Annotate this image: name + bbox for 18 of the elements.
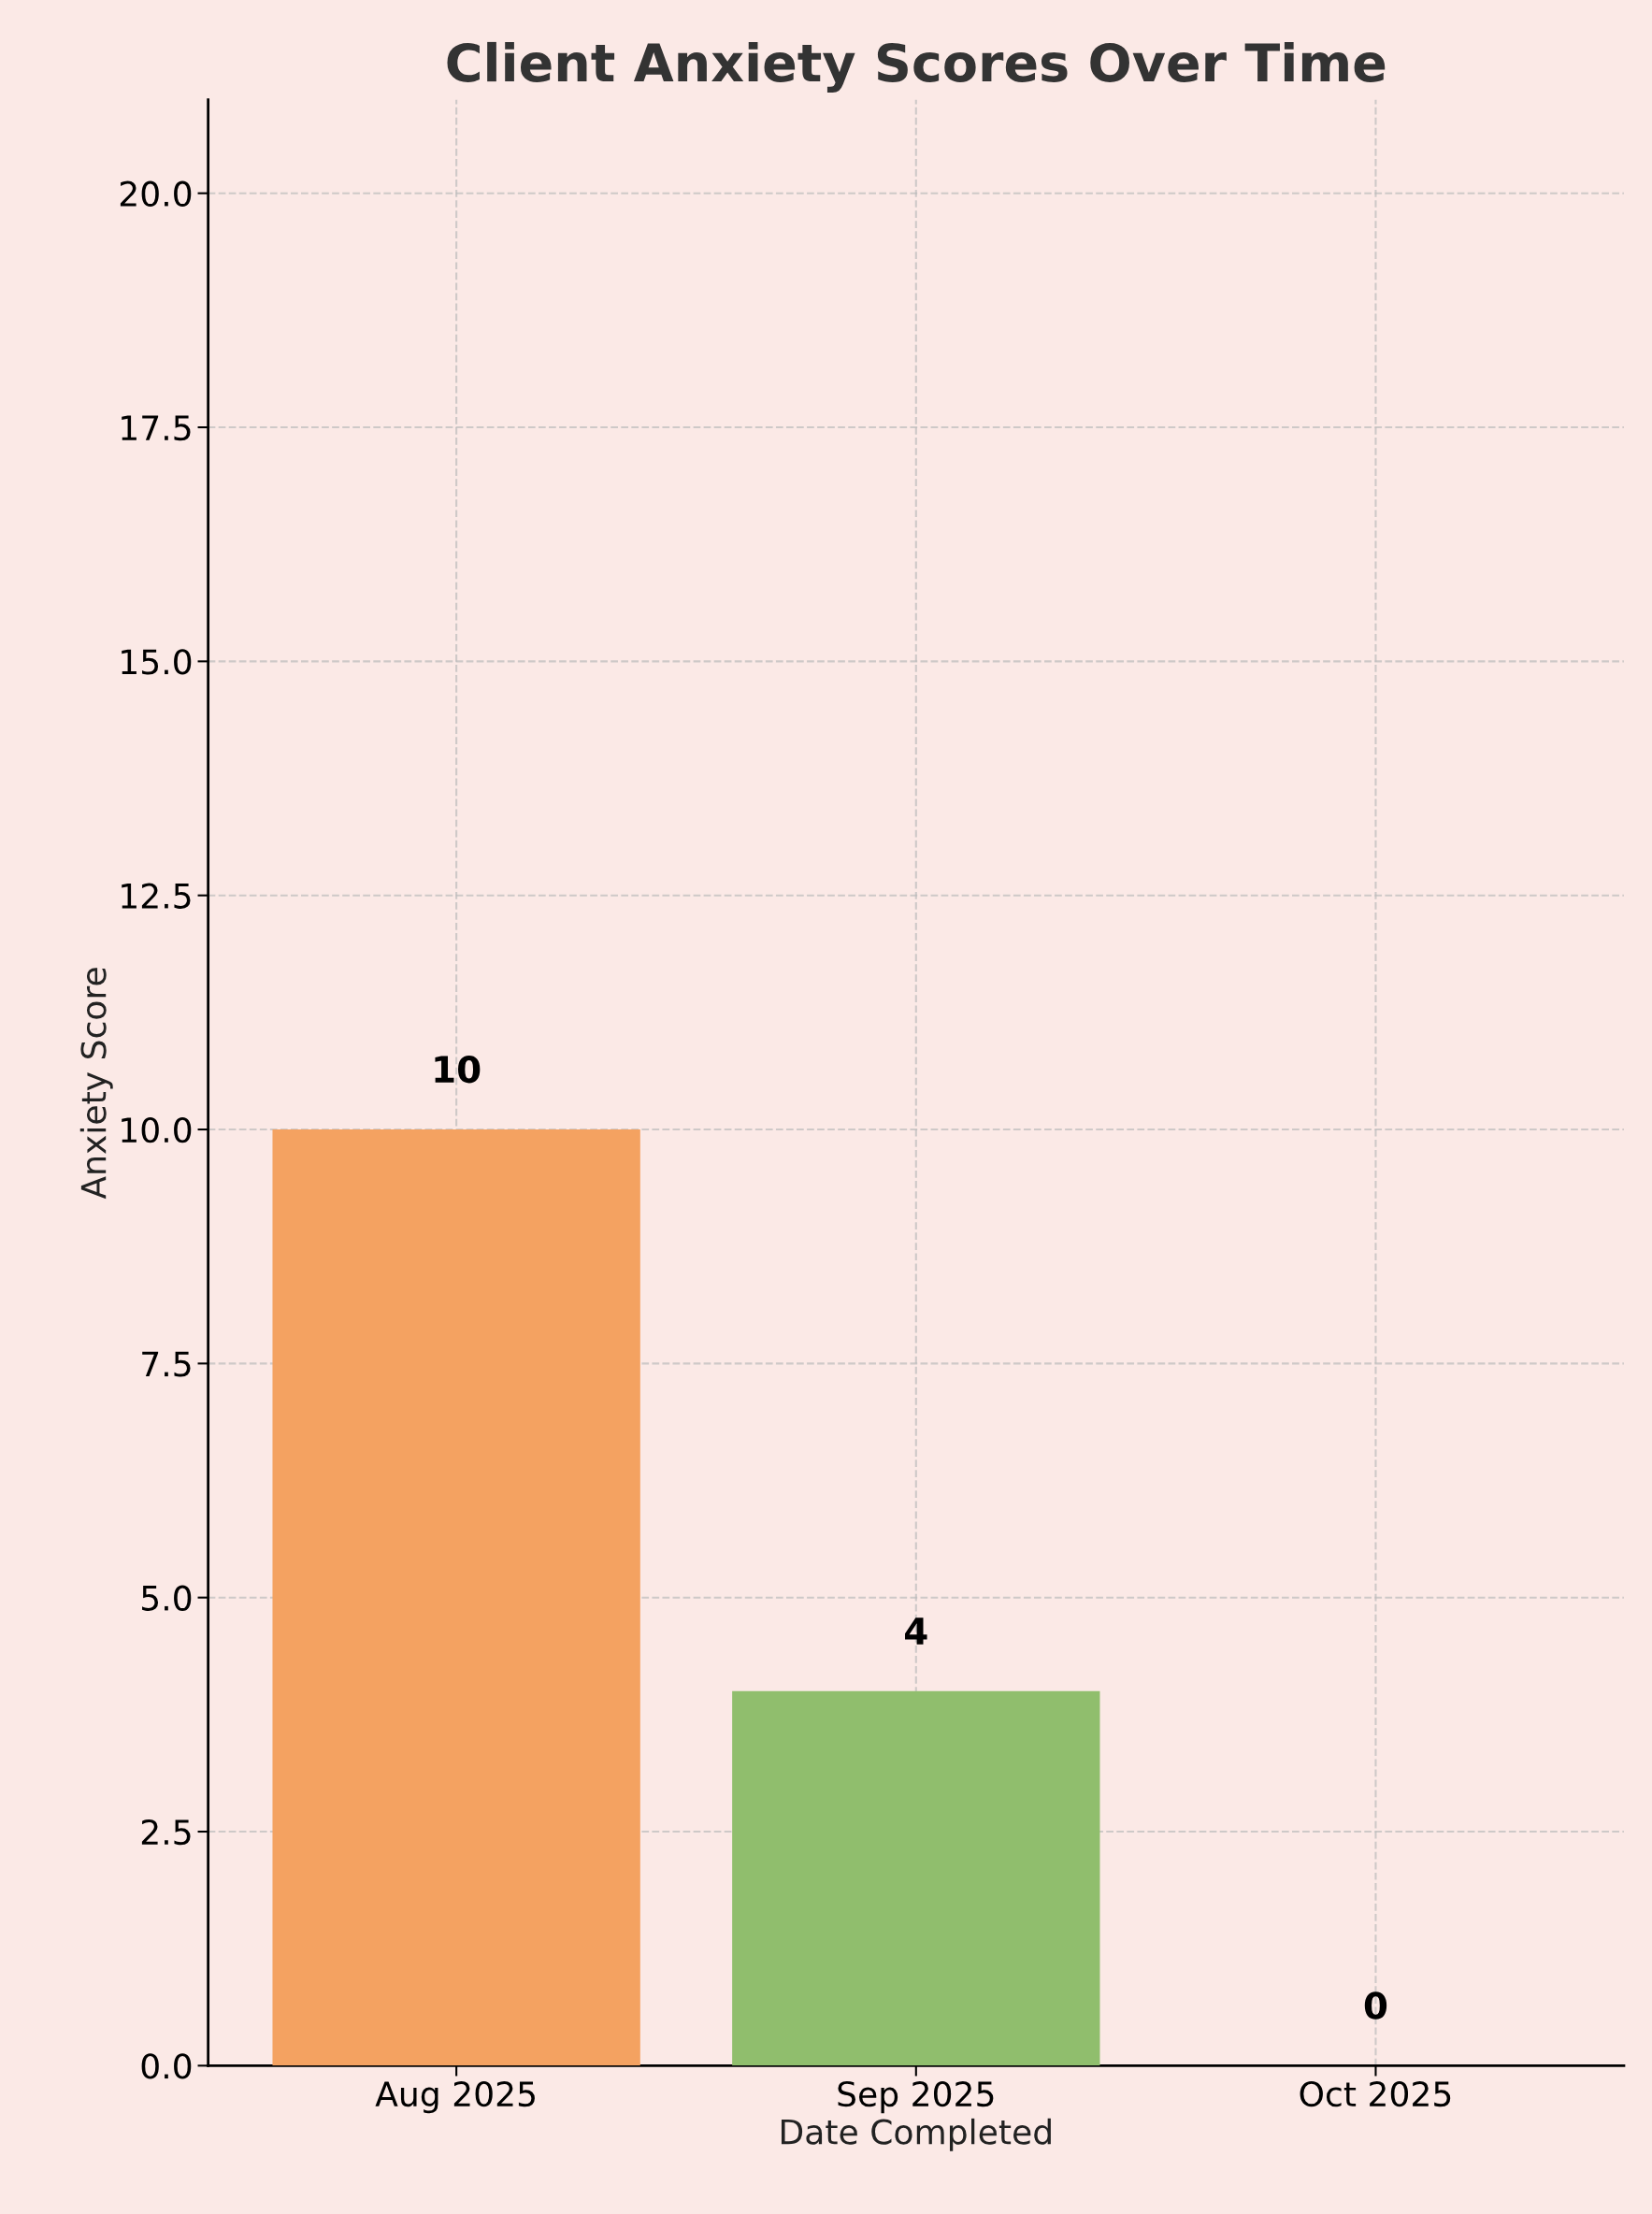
y-tick-label: 20.0 [120, 180, 192, 207]
x-tick-label: Sep 2025 [838, 2080, 994, 2114]
data-label: 10 [435, 1056, 481, 1084]
chart-title: Client Anxiety Scores Over Time [447, 41, 1386, 93]
y-tick-label: 15.0 [122, 649, 192, 675]
y-tick-label: 10.0 [122, 1116, 192, 1143]
y-tick-label: 12.5 [122, 883, 191, 909]
x-tick-label: Oct 2025 [1300, 2080, 1451, 2107]
y-tick-label: 5.0 [142, 1585, 192, 1611]
y-tick-label: 7.5 [142, 1351, 191, 1377]
y-tick-label: 2.5 [141, 1819, 191, 1846]
x-axis-title: Date Completed [781, 2118, 1051, 2151]
y-tick-label: 17.5 [122, 415, 191, 441]
y-axis-title: Anxiety Score [79, 968, 113, 1200]
data-label: 0 [1364, 1991, 1387, 2020]
y-tick-label: 0.0 [141, 2053, 192, 2079]
x-tick-label: Aug 2025 [375, 2080, 535, 2114]
data-label: 4 [905, 1617, 927, 1645]
